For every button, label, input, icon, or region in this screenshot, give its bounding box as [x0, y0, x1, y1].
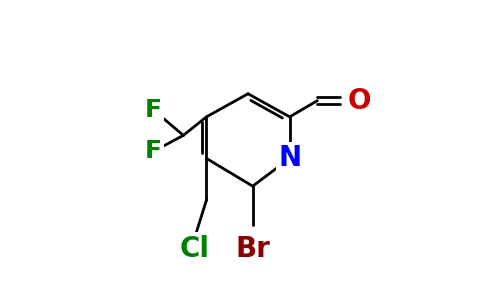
Text: N: N: [278, 144, 301, 172]
Text: Cl: Cl: [180, 235, 210, 263]
Text: O: O: [348, 87, 371, 115]
Text: F: F: [145, 98, 162, 122]
Text: Br: Br: [235, 235, 270, 263]
Text: F: F: [145, 140, 162, 164]
